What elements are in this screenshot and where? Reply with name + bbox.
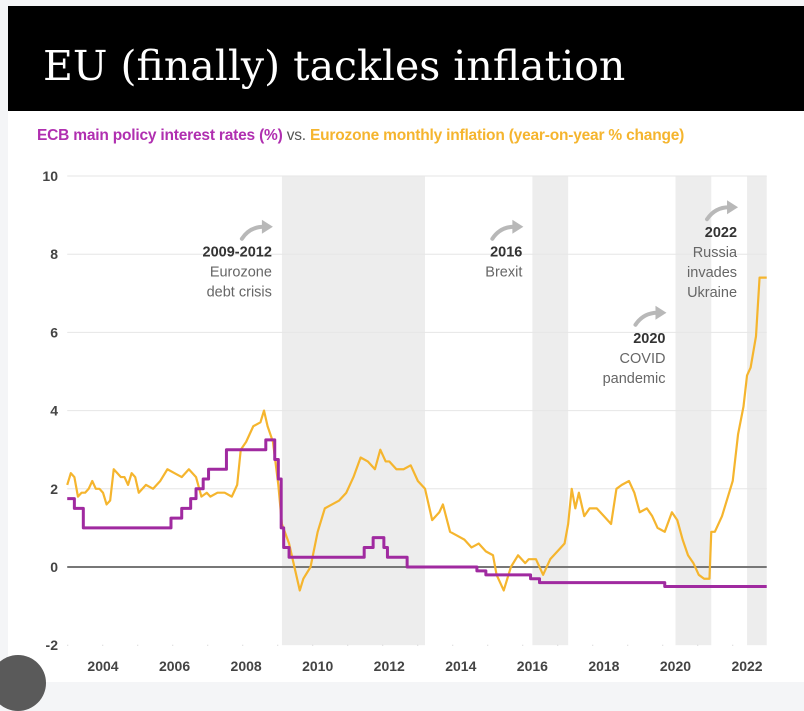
curved-arrow-icon — [490, 224, 517, 241]
y-tick-label: 10 — [42, 168, 58, 184]
arrow-head-icon — [655, 305, 667, 320]
annotation-text: pandemic — [603, 371, 666, 387]
x-tick-label: 2006 — [159, 658, 190, 674]
annotation-text: Ukraine — [687, 285, 737, 301]
annotation: 2009-2012 Eurozone debt crisis — [203, 219, 273, 301]
legend-separator: vs. — [286, 127, 306, 144]
legend-inflation: Eurozone monthly inflation (year-on-year… — [310, 127, 685, 144]
annotation: 2020 COVID pandemic — [603, 305, 667, 387]
annotation-text: debt crisis — [207, 285, 272, 301]
annotation-year: 2020 — [633, 331, 665, 347]
annotation-year: 2009-2012 — [203, 245, 272, 261]
y-tick-label: 4 — [50, 403, 58, 419]
title-bar: EU (finally) tackles inflation — [8, 6, 804, 111]
arrow-head-icon — [261, 219, 273, 234]
y-tick-label: 8 — [50, 246, 58, 262]
page-title: EU (finally) tackles inflation — [43, 42, 626, 90]
x-tick-label: 2008 — [231, 658, 262, 674]
x-tick-label: 2020 — [660, 658, 691, 674]
x-tick-label: 2014 — [445, 658, 476, 674]
y-tick-label: 2 — [50, 481, 58, 497]
x-tick-label: 2010 — [302, 658, 333, 674]
chart-subtitle: ECB main policy interest rates (%) vs. E… — [37, 127, 684, 145]
legend-interest-rate: ECB main policy interest rates (%) — [37, 127, 283, 144]
annotation: 2016 Brexit — [485, 219, 524, 281]
arrow-head-icon — [727, 200, 739, 215]
y-tick-label: -2 — [46, 637, 59, 653]
annotation-text: Russia — [693, 245, 738, 261]
x-tick-label: 2018 — [588, 658, 619, 674]
curved-arrow-icon — [633, 310, 660, 327]
x-axis: 2004 2006 2008 2010 2012 2014 2016 2018 2020 2022 — [87, 658, 762, 674]
x-tick-label: 2004 — [87, 658, 118, 674]
curved-arrow-icon — [705, 205, 732, 222]
y-tick-label: 0 — [50, 559, 58, 575]
y-tick-label: 6 — [50, 324, 58, 340]
series-inflation — [66, 276, 767, 592]
curved-arrow-icon — [239, 224, 266, 241]
annotation-text: Brexit — [485, 265, 522, 281]
series-lines — [66, 276, 767, 592]
annotation-text: invades — [687, 265, 737, 281]
annotation: 2022 Russia invades Ukraine — [687, 200, 739, 301]
x-tick-label: 2012 — [374, 658, 405, 674]
series-interest-rate — [67, 438, 767, 589]
x-tick-label: 2016 — [517, 658, 548, 674]
annotation-text: COVID — [620, 351, 666, 367]
annotation-text: Eurozone — [210, 265, 272, 281]
x-tick-label: 2022 — [731, 658, 762, 674]
annotation-year: 2022 — [705, 225, 737, 241]
y-axis: -2 0 2 4 6 8 10 — [42, 168, 58, 653]
arrow-head-icon — [512, 219, 524, 234]
annotation-year: 2016 — [490, 245, 522, 261]
